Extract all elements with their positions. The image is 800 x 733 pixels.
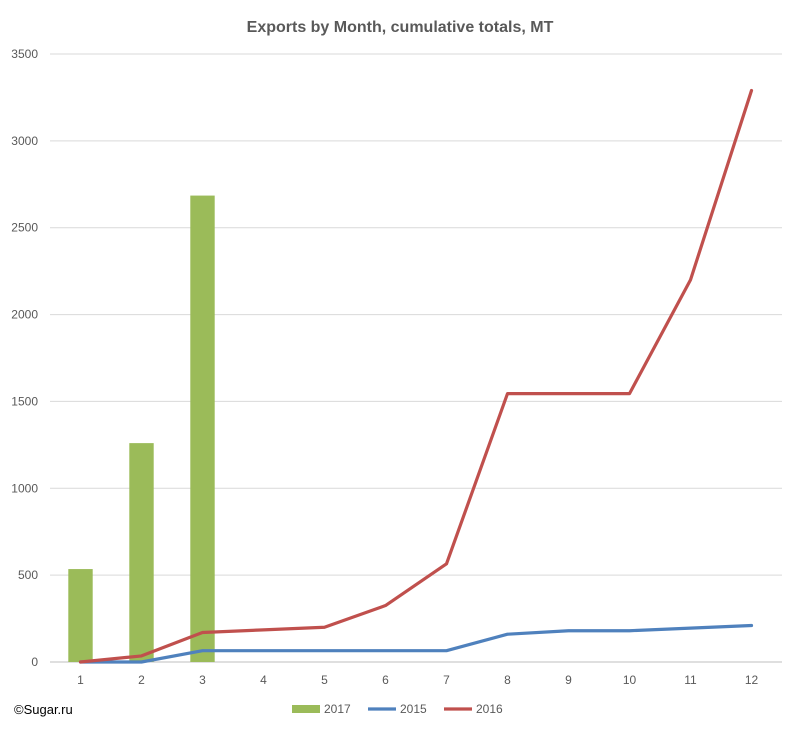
x-tick-label: 6	[382, 673, 389, 687]
legend-label-2017: 2017	[324, 702, 351, 716]
y-tick-label: 500	[18, 568, 38, 582]
bar-2017-3	[190, 195, 215, 662]
bar-2017-1	[68, 569, 93, 662]
chart-title: Exports by Month, cumulative totals, MT	[247, 19, 554, 36]
y-tick-label: 0	[31, 655, 38, 669]
x-tick-label: 10	[623, 673, 637, 687]
legend-label-2016: 2016	[476, 702, 503, 716]
y-tick-label: 2500	[11, 221, 38, 235]
y-tick-label: 3500	[11, 47, 38, 61]
x-tick-label: 1	[77, 673, 84, 687]
y-tick-label: 2000	[11, 308, 38, 322]
x-tick-label: 11	[684, 673, 697, 687]
x-tick-label: 2	[138, 673, 145, 687]
x-tick-label: 3	[199, 673, 206, 687]
bar-2017-2	[129, 443, 154, 662]
bar-series	[68, 195, 215, 662]
line-series	[78, 88, 754, 664]
x-tick-label: 8	[504, 673, 511, 687]
grid-lines	[50, 53, 782, 663]
copyright-text: ©Sugar.ru	[14, 702, 73, 717]
x-axis-ticks: 1 2 3 4 5 6 7 8 9 10 11 12	[77, 673, 758, 687]
y-axis-ticks: 0 500 1000 1500 2000 2500 3000 3500	[11, 47, 38, 669]
legend: 2017 2015 2016	[292, 702, 503, 716]
y-tick-label: 3000	[11, 134, 38, 148]
y-tick-label: 1500	[11, 394, 38, 408]
x-tick-label: 12	[745, 673, 759, 687]
x-tick-label: 5	[321, 673, 328, 687]
line-series-2016	[78, 88, 754, 664]
y-tick-label: 1000	[11, 481, 38, 495]
x-tick-label: 7	[443, 673, 450, 687]
line-series-2015	[78, 623, 754, 664]
legend-label-2015: 2015	[400, 702, 427, 716]
x-tick-label: 4	[260, 673, 267, 687]
x-tick-label: 9	[565, 673, 572, 687]
legend-swatch-2017	[292, 705, 320, 713]
